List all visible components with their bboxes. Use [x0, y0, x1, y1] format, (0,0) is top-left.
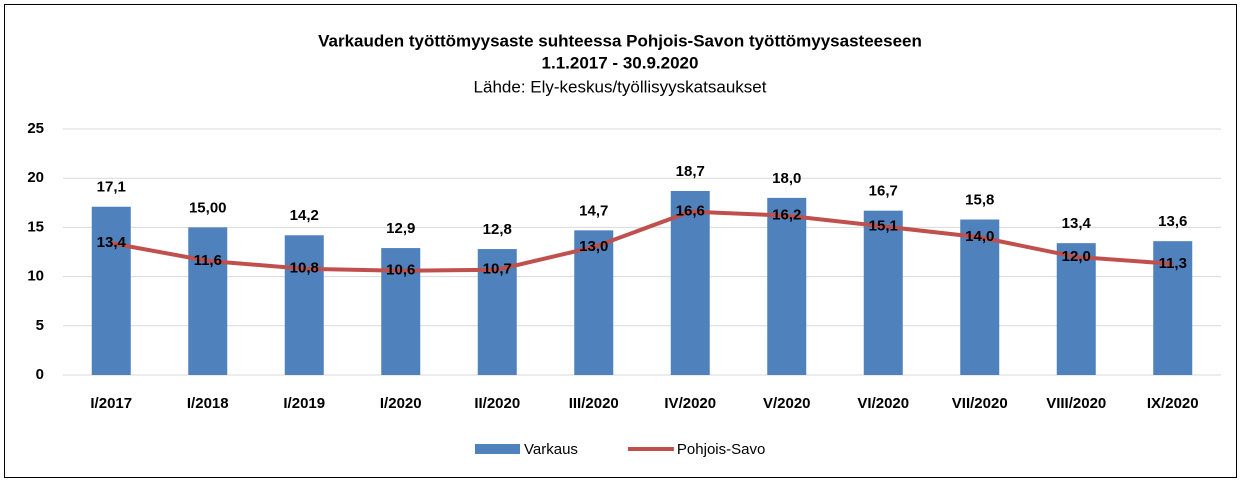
- bar-value-label: 16,7: [869, 183, 898, 200]
- y-tick-label: 15: [27, 218, 44, 235]
- x-tick-label: I/2019: [283, 395, 325, 412]
- bar-value-label: 18,0: [772, 170, 801, 187]
- x-tick-label: II/2020: [474, 395, 520, 412]
- line-value-label: 10,7: [483, 261, 512, 278]
- line-value-label: 16,6: [676, 203, 705, 220]
- chart-subtitle: Lähde: Ely-keskus/työllisyyskatsaukset: [474, 77, 767, 96]
- x-tick-label: I/2020: [380, 395, 422, 412]
- bar-value-label: 15,8: [965, 191, 994, 208]
- legend-label: Varkaus: [524, 441, 578, 458]
- bar: [284, 235, 324, 375]
- x-tick-label: IV/2020: [664, 395, 716, 412]
- bar: [188, 227, 228, 375]
- y-tick-label: 5: [36, 317, 44, 334]
- line-value-label: 13,4: [97, 234, 127, 251]
- bar-value-label: 14,7: [579, 202, 608, 219]
- bar-value-label: 13,4: [1062, 215, 1092, 232]
- legend-label: Pohjois-Savo: [677, 441, 765, 458]
- x-tick-label: I/2017: [90, 395, 132, 412]
- y-tick-label: 10: [27, 268, 44, 285]
- line-value-label: 11,3: [1159, 255, 1187, 272]
- legend-swatch: [475, 444, 520, 454]
- bar: [960, 219, 1000, 375]
- line-value-label: 15,1: [869, 217, 898, 234]
- bar: [91, 206, 131, 375]
- y-tick-label: 25: [27, 120, 44, 137]
- bar: [670, 190, 710, 375]
- bar: [1056, 243, 1096, 375]
- bar-value-label: 13,6: [1158, 213, 1187, 230]
- bar-value-label: 18,7: [676, 163, 705, 180]
- line-value-label: 12,0: [1062, 248, 1091, 265]
- chart-title: Varkauden työttömyysaste suhteessa Pohjo…: [318, 31, 922, 50]
- x-tick-label: III/2020: [569, 395, 619, 412]
- x-tick-label: VII/2020: [952, 395, 1008, 412]
- bar: [767, 197, 807, 375]
- x-tick-label: VIII/2020: [1046, 395, 1106, 412]
- line: [110, 209, 1173, 273]
- x-tick-label: VI/2020: [857, 395, 909, 412]
- x-tick-label: V/2020: [763, 395, 811, 412]
- bar-value-label: 17,1: [97, 179, 126, 196]
- bar-value-label: 12,9: [386, 220, 415, 237]
- line-value-label: 13,0: [579, 238, 608, 255]
- line-value-label: 10,6: [386, 262, 415, 279]
- chart-date-range: 1.1.2017 - 30.9.2020: [542, 53, 699, 72]
- line-value-label: 11,6: [194, 252, 222, 269]
- bar: [574, 230, 614, 375]
- x-tick-label: IX/2020: [1147, 395, 1199, 412]
- y-tick-label: 0: [36, 366, 44, 383]
- line-value-label: 16,2: [772, 207, 801, 224]
- y-tick-label: 20: [27, 169, 44, 186]
- line-value-label: 14,0: [965, 228, 994, 245]
- line-value-label: 10,8: [290, 260, 319, 277]
- bar: [863, 210, 903, 375]
- bar-value-label: 12,8: [483, 221, 512, 238]
- bar-value-label: 15,00: [189, 199, 227, 216]
- bar-value-label: 14,2: [290, 207, 319, 224]
- x-tick-label: I/2018: [187, 395, 229, 412]
